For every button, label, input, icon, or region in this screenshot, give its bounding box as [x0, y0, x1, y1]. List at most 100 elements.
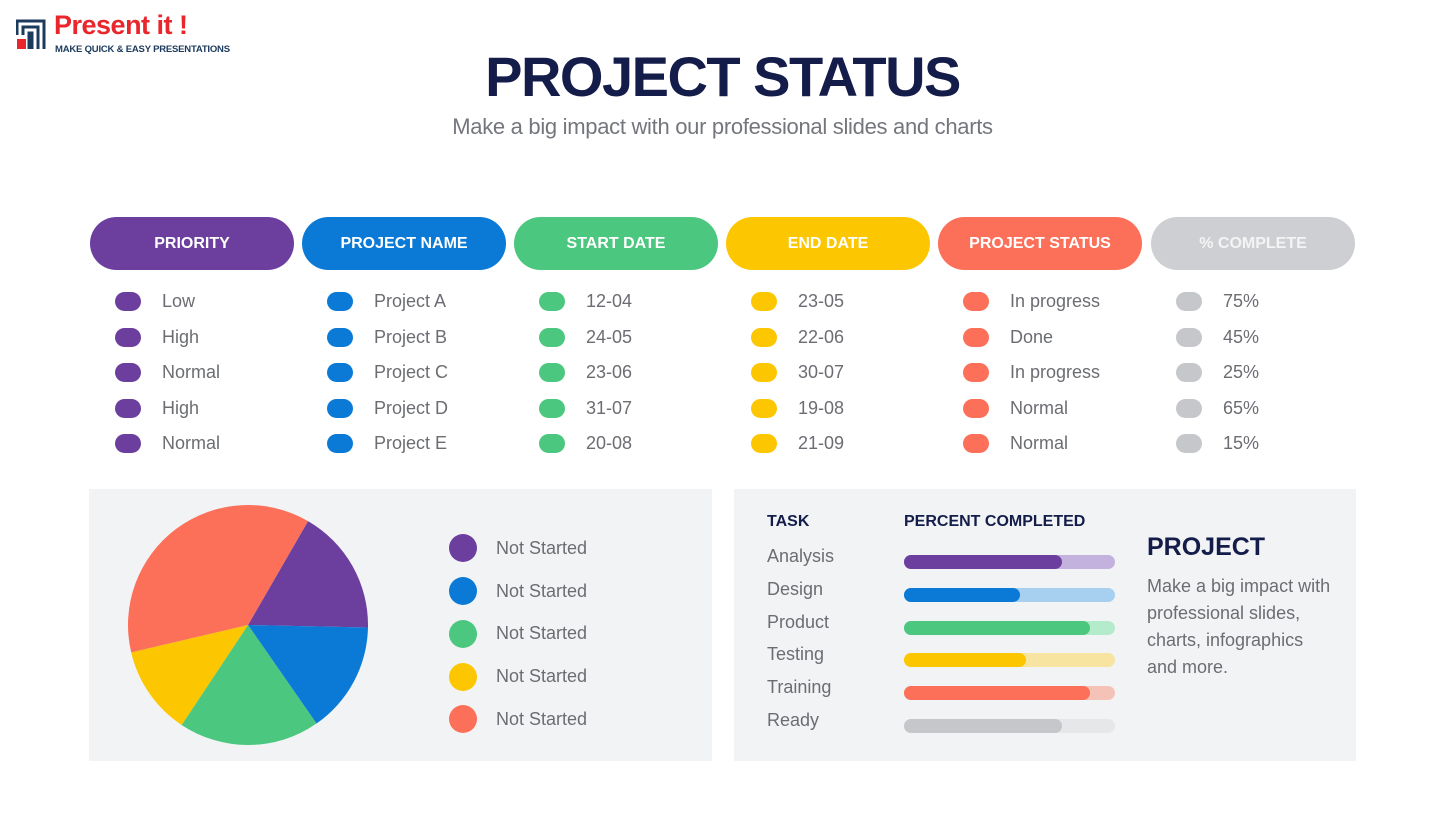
legend-label: Not Started	[496, 580, 588, 601]
legend-label: Not Started	[496, 537, 588, 558]
legend-item: Not Started	[449, 570, 587, 613]
progress-bar	[904, 686, 1115, 701]
table-row: High	[115, 391, 294, 427]
cell-value: 21-09	[798, 433, 845, 454]
table-column: START DATE 12-04 24-05 23-06 31-07 20-08	[514, 217, 718, 462]
bullet-dot	[751, 363, 777, 383]
bullet-dot	[751, 327, 777, 347]
bullet-dot	[1176, 327, 1202, 347]
table-column: END DATE 23-05 22-06 30-07 19-08 21-09	[726, 217, 930, 462]
cell-value: 31-07	[586, 397, 633, 418]
logo: Present it ! MAKE QUICK & EASY PRESENTAT…	[16, 10, 230, 60]
progress-fill	[904, 719, 1063, 733]
table-row: 23-05	[751, 284, 930, 320]
table-row: 23-06	[539, 355, 718, 391]
progress-fill	[904, 653, 1027, 668]
cell-value: 19-08	[798, 397, 845, 418]
task-label: Training	[767, 677, 832, 698]
bullet-dot	[115, 327, 141, 347]
cell-value: In progress	[1010, 291, 1101, 312]
bullet-dot	[327, 363, 353, 383]
table-row: Project A	[327, 284, 506, 320]
progress-bar	[904, 555, 1115, 569]
table-row: In progress	[963, 355, 1142, 391]
legend-swatch	[449, 662, 477, 691]
cell-value: Normal	[162, 433, 221, 454]
bullet-dot	[751, 434, 777, 454]
table-row: 12-04	[539, 284, 718, 320]
table-column: PROJECT STATUS In progress Done In progress…	[938, 217, 1142, 462]
cell-value: 23-06	[586, 362, 633, 383]
bullet-dot	[751, 398, 777, 418]
table-row: 65%	[1176, 391, 1355, 427]
table-row: High	[115, 320, 294, 356]
table-row: Normal	[963, 426, 1142, 462]
column-header: START DATE	[514, 217, 718, 270]
project-title: PROJECT	[1147, 533, 1266, 561]
bullet-dot	[327, 398, 353, 418]
legend-label: Not Started	[496, 623, 588, 644]
cell-value: 12-04	[586, 291, 633, 312]
logo-mark-icon	[16, 19, 46, 49]
cell-value: In progress	[1010, 362, 1101, 383]
bullet-dot	[963, 363, 989, 383]
pie-slice	[181, 625, 317, 745]
cell-value: Project E	[374, 433, 448, 454]
page-subtitle: Make a big impact with our professional …	[452, 114, 993, 139]
cell-value: 25%	[1223, 362, 1260, 383]
pie-legend: Not Started Not Started Not Started Not Sta…	[449, 527, 587, 741]
table-row: In progress	[963, 284, 1142, 320]
legend-item: Not Started	[449, 655, 587, 698]
page-title: PROJECT STATUS	[485, 45, 961, 108]
legend-item: Not Started	[449, 698, 587, 741]
logo-tagline: MAKE QUICK & EASY PRESENTATIONS	[55, 44, 230, 55]
progress-bar	[904, 653, 1115, 668]
cell-value: Normal	[1010, 397, 1069, 418]
bullet-dot	[1176, 292, 1202, 312]
cell-value: 24-05	[586, 326, 633, 347]
cell-value: Normal	[1010, 433, 1069, 454]
task-header: TASK	[767, 513, 810, 530]
legend-item: Not Started	[449, 613, 587, 656]
bullet-dot	[963, 398, 989, 418]
bullet-dot	[539, 434, 565, 454]
cell-value: 23-05	[798, 291, 845, 312]
progress-bar	[904, 587, 1115, 602]
legend-swatch	[449, 705, 477, 734]
legend-label: Not Started	[496, 666, 588, 687]
column-header: PROJECT STATUS	[938, 217, 1142, 270]
table-column: PROJECT NAME Project A Project B Project C P…	[302, 217, 506, 462]
pie-chart	[128, 505, 368, 745]
bullet-dot	[327, 292, 353, 312]
bullet-dot	[115, 292, 141, 312]
legend-swatch	[449, 534, 477, 563]
table-row: Normal	[115, 426, 294, 462]
table-row: 31-07	[539, 391, 718, 427]
project-description: Make a big impact with professional slid…	[1147, 576, 1331, 677]
pie-panel: Not Started Not Started Not Started Not Sta…	[89, 489, 712, 761]
task-label: Testing	[767, 644, 825, 665]
pie-slice	[131, 625, 248, 725]
progress-bar	[904, 620, 1115, 635]
column-header: PRIORITY	[90, 217, 294, 270]
column-header: PROJECT NAME	[302, 217, 506, 270]
progress-fill	[904, 555, 1063, 569]
cell-value: High	[162, 326, 200, 347]
cell-value: 30-07	[798, 362, 845, 383]
legend-item: Not Started	[449, 527, 587, 570]
bullet-dot	[539, 327, 565, 347]
table-row: 15%	[1176, 426, 1355, 462]
cell-value: 22-06	[798, 326, 845, 347]
cell-value: Done	[1010, 326, 1054, 347]
table-row: Normal	[963, 391, 1142, 427]
table-row: Done	[963, 320, 1142, 356]
cell-value: Project D	[374, 397, 449, 418]
cell-value: 75%	[1223, 291, 1260, 312]
bullet-dot	[327, 434, 353, 454]
table-row: Normal	[115, 355, 294, 391]
bullet-dot	[327, 327, 353, 347]
table-row: Project B	[327, 320, 506, 356]
bullet-dot	[1176, 434, 1202, 454]
cell-value: 45%	[1223, 326, 1260, 347]
legend-swatch	[449, 619, 477, 648]
